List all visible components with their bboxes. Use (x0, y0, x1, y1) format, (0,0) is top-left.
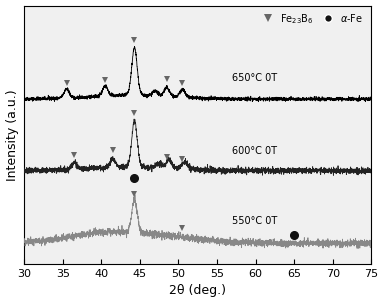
Legend: Fe$_{23}$B$_6$, $\alpha$-Fe: Fe$_{23}$B$_6$, $\alpha$-Fe (255, 8, 366, 29)
Text: 550°C 0T: 550°C 0T (232, 216, 278, 226)
X-axis label: 2θ (deg.): 2θ (deg.) (169, 285, 226, 298)
Text: 600°C 0T: 600°C 0T (232, 145, 278, 155)
Text: 650°C 0T: 650°C 0T (232, 73, 278, 83)
Y-axis label: Intensity (a.u.): Intensity (a.u.) (5, 89, 18, 181)
